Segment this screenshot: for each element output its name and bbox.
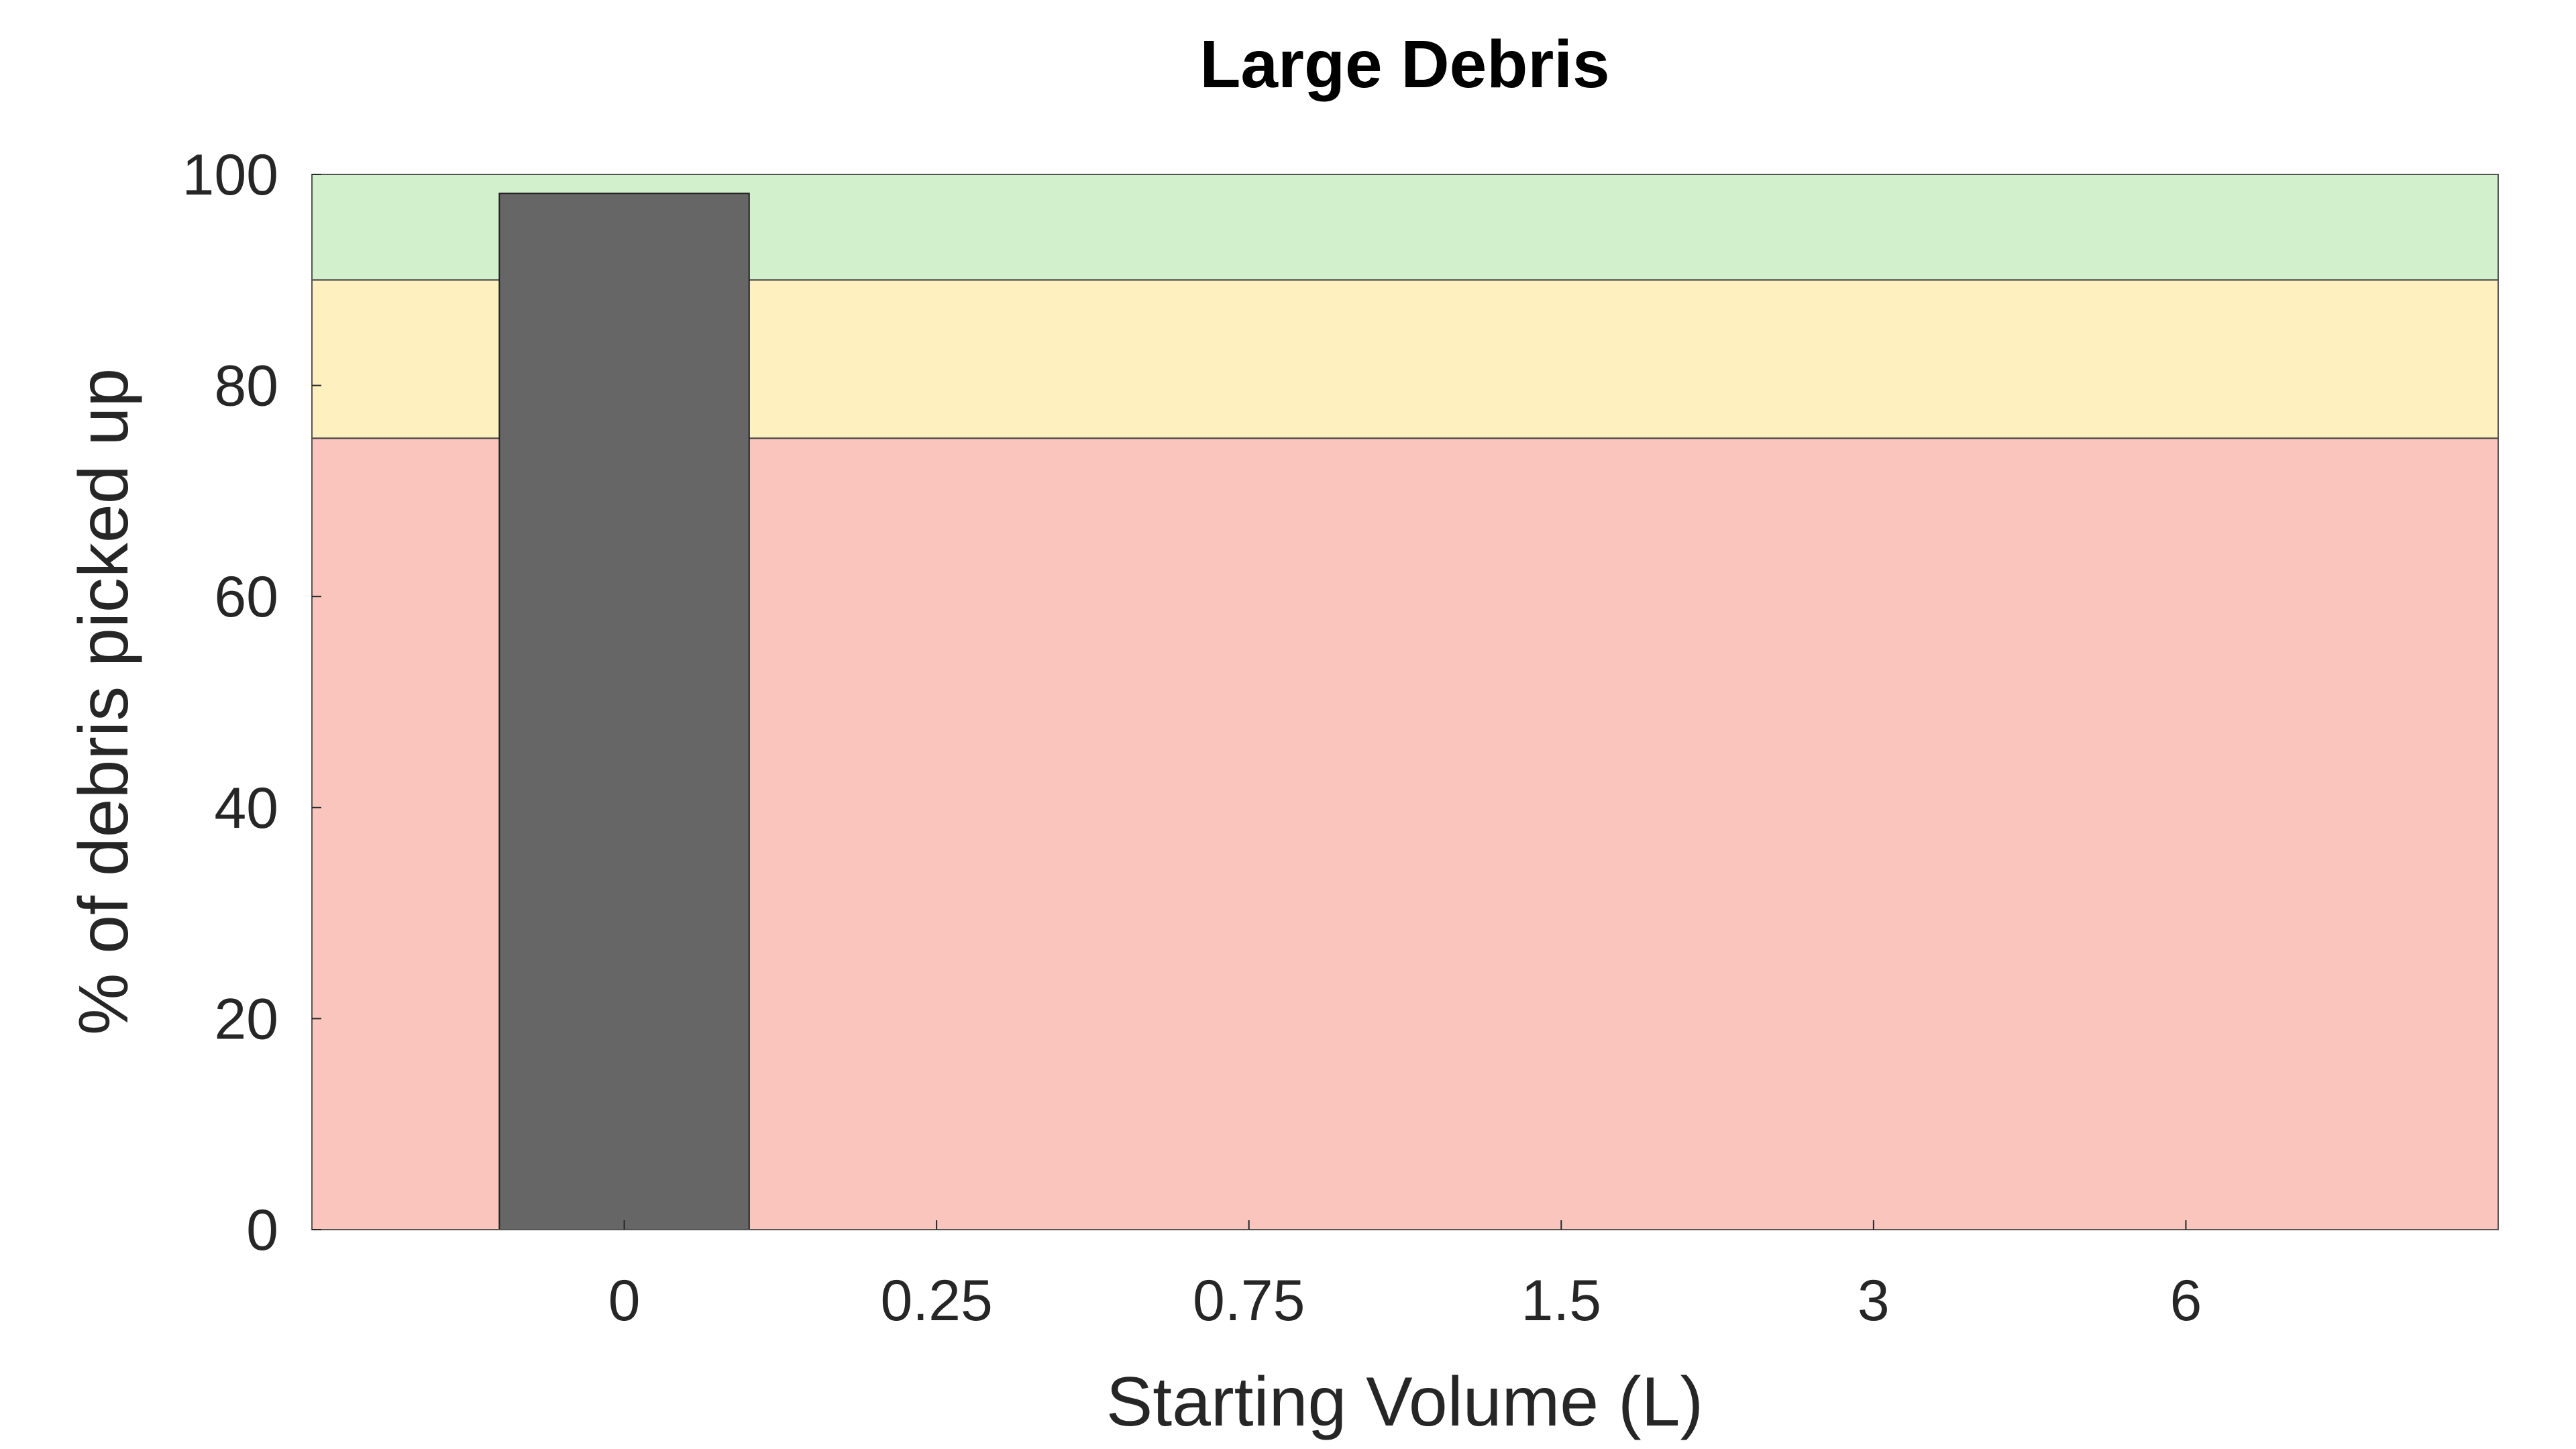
y-axis: 0 20 40 60 80 100 xyxy=(182,143,321,1263)
y-axis-label: % of debris picked up xyxy=(65,368,143,1035)
x-axis-label: Starting Volume (L) xyxy=(1106,1363,1703,1441)
bars xyxy=(498,193,750,1231)
x-tick-label: 0.75 xyxy=(1193,1269,1305,1333)
y-tick-label: 60 xyxy=(214,565,278,629)
y-tick-label: 100 xyxy=(182,143,279,207)
plot-frame xyxy=(311,174,2499,1230)
chart-title: Large Debris xyxy=(1199,27,1609,102)
x-tick-label: 3 xyxy=(1858,1269,1890,1333)
x-tick-label: 6 xyxy=(2170,1269,2202,1333)
x-tick-label: 0.25 xyxy=(880,1269,992,1333)
bar-0 xyxy=(498,193,750,1231)
y-tick-label: 20 xyxy=(214,987,278,1051)
x-tick-label: 1.5 xyxy=(1521,1269,1602,1333)
x-tick-label: 0 xyxy=(608,1269,641,1333)
x-axis: 0 0.25 0.75 1.5 3 6 xyxy=(608,1220,2202,1333)
y-tick-label: 40 xyxy=(214,776,278,841)
y-tick-label: 80 xyxy=(214,354,278,419)
y-tick-label: 0 xyxy=(246,1198,278,1263)
